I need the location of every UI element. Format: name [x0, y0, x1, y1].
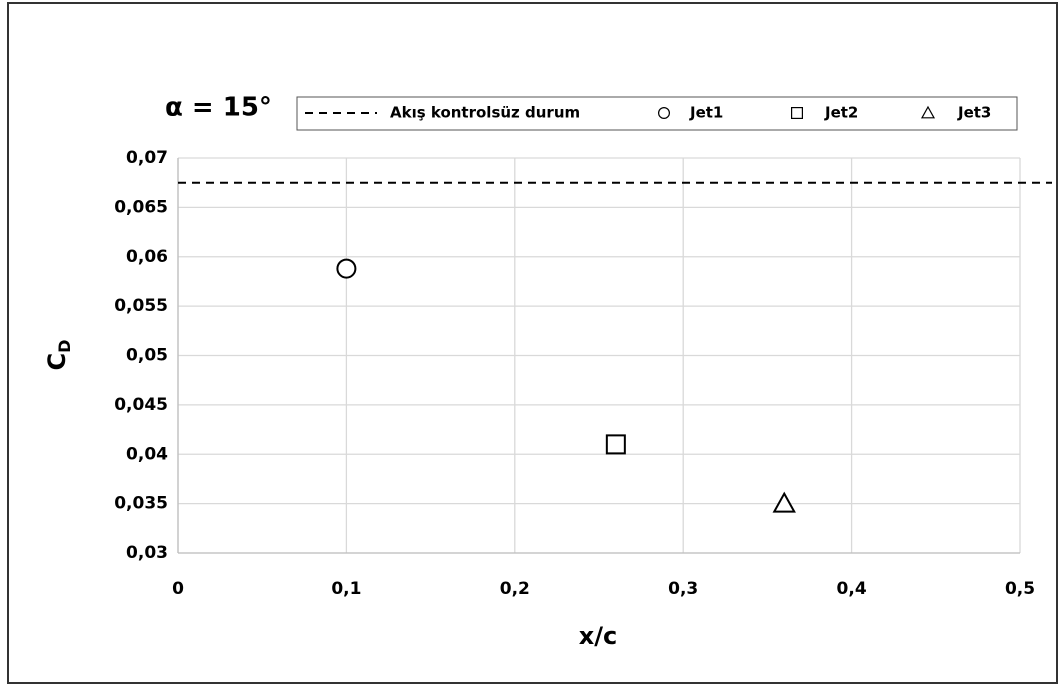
- x-tick-label: 0: [172, 579, 184, 599]
- y-tick-label: 0,03: [126, 543, 168, 563]
- legend-symbol: [920, 105, 936, 119]
- y-tick-label: 0,065: [114, 197, 168, 217]
- legend-label: Jet2: [824, 104, 858, 122]
- y-tick-label: 0,055: [114, 296, 168, 316]
- y-tick-label: 0,045: [114, 395, 168, 415]
- y-axis-label-sub: D: [55, 340, 74, 353]
- x-axis-label: x/c: [579, 622, 617, 650]
- y-tick-label: 0,05: [126, 346, 168, 366]
- y-tick-label: 0,04: [126, 444, 168, 464]
- x-tick-label: 0,3: [668, 579, 698, 599]
- legend-label: Akış kontrolsüz durum: [390, 104, 580, 122]
- y-tick-label: 0,035: [114, 494, 168, 514]
- legend-label: Jet1: [689, 104, 723, 122]
- data-point: [605, 434, 626, 455]
- x-tick-label: 0,1: [331, 579, 361, 599]
- x-tick-label: 0,2: [500, 579, 530, 599]
- data-point: [336, 258, 357, 279]
- data-point: [772, 491, 796, 513]
- x-tick-label: 0,4: [837, 579, 867, 599]
- x-tick-label: 0,5: [1005, 579, 1035, 599]
- legend-symbol: [657, 106, 670, 119]
- legend-symbol: [791, 106, 804, 119]
- legend-label: Jet3: [957, 104, 991, 122]
- legend: [296, 96, 1018, 131]
- y-tick-label: 0,06: [126, 247, 168, 267]
- annotation: α = 15°: [165, 93, 272, 123]
- y-axis-label: CD: [43, 340, 74, 371]
- y-axis-label-main: C: [43, 353, 71, 371]
- y-tick-label: 0,07: [126, 148, 168, 168]
